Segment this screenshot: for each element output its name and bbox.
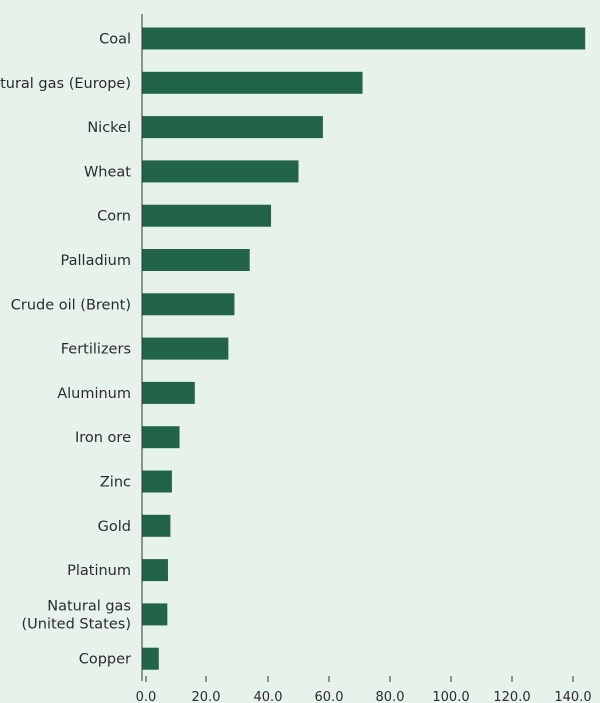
bar xyxy=(142,514,171,537)
bar xyxy=(142,116,323,139)
x-tick-label: 80.0 xyxy=(376,690,405,703)
category-labels: Coal Natural gas (Europe) Nickel Wheat Corn P… xyxy=(0,32,131,668)
bar xyxy=(142,249,250,271)
category-label: Copper xyxy=(79,652,131,668)
bar xyxy=(142,470,172,493)
category-label: Crude oil (Brent) xyxy=(11,297,131,313)
category-label: Zinc xyxy=(100,475,131,491)
category-label: Palladium xyxy=(61,253,131,269)
category-label: Platinum xyxy=(67,563,131,579)
category-label: Nickel xyxy=(87,120,131,136)
bar xyxy=(142,160,299,183)
category-label: Gold xyxy=(98,519,131,535)
bars-group xyxy=(142,27,586,670)
x-tick-label: 140.0 xyxy=(554,690,591,703)
bar xyxy=(142,337,229,360)
bar xyxy=(142,71,363,94)
category-label: Corn xyxy=(97,209,131,225)
x-tick-label: 100.0 xyxy=(432,690,469,703)
category-label: Aluminum xyxy=(57,386,131,402)
bar xyxy=(142,603,168,626)
bar xyxy=(142,426,180,449)
x-tick-label: 20.0 xyxy=(192,690,221,703)
category-label: Wheat xyxy=(84,164,131,180)
bar xyxy=(142,204,272,227)
bar xyxy=(142,293,235,316)
x-tick-label: 60.0 xyxy=(315,690,344,703)
x-axis-ticks: 0.0 20.0 40.0 60.0 80.0 100.0 120.0 140.0 xyxy=(136,676,592,703)
category-label: Coal xyxy=(99,32,131,48)
x-tick-label: 120.0 xyxy=(493,690,530,703)
bar xyxy=(142,381,195,404)
bar xyxy=(142,27,586,50)
bar xyxy=(142,647,159,670)
category-label: Natural gas (United States) xyxy=(21,598,131,632)
x-tick-label: 40.0 xyxy=(254,690,283,703)
bar xyxy=(142,559,168,582)
category-label: Iron ore xyxy=(75,430,131,446)
category-label: Natural gas (Europe) xyxy=(0,76,131,92)
category-label: Fertilizers xyxy=(61,342,131,358)
x-tick-label: 0.0 xyxy=(136,690,157,703)
